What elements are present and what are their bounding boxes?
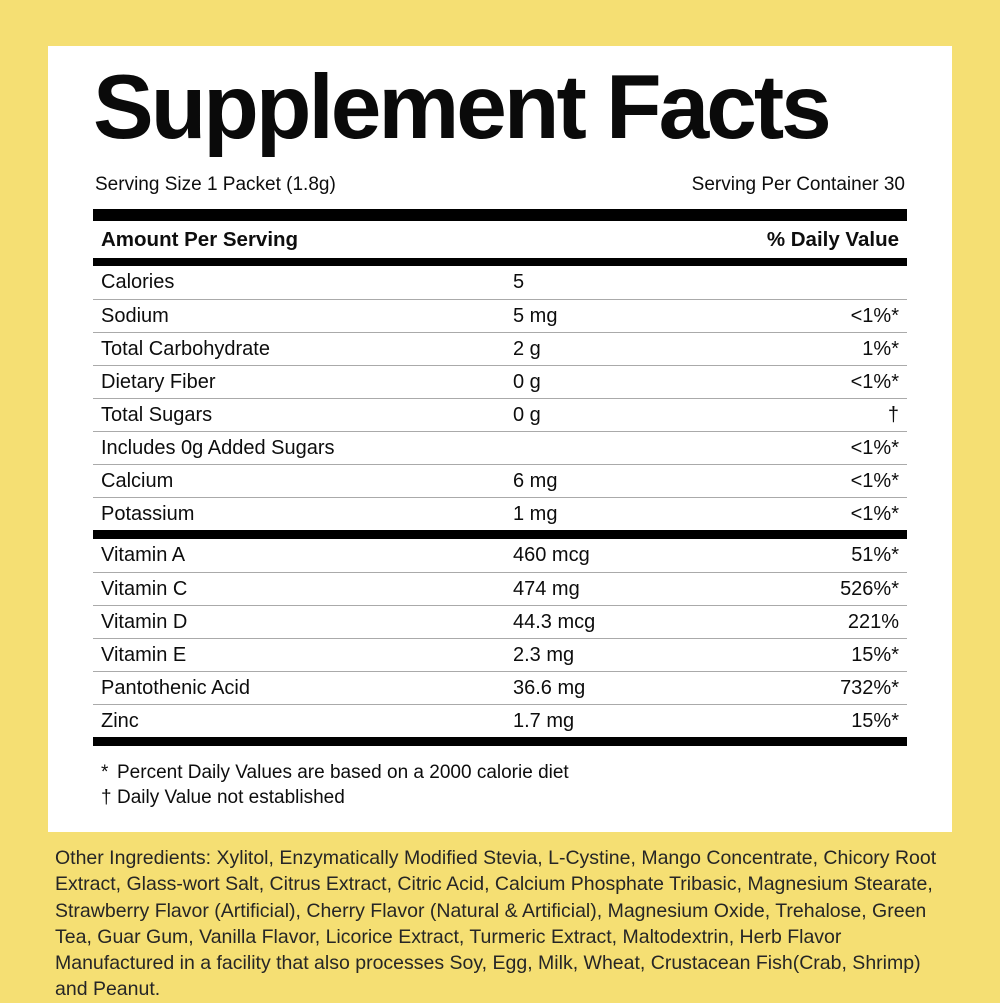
nutrient-dv: <1%* xyxy=(850,469,899,492)
nutrient-dv: 526%* xyxy=(840,577,899,600)
table-row: Pantothenic Acid 36.6 mg 732%* xyxy=(93,671,907,704)
nutrient-amount: 5 xyxy=(513,271,525,293)
table-row: Vitamin C 474 mg 526%* xyxy=(93,572,907,605)
table-row: Vitamin D 44.3 mcg 221% xyxy=(93,605,907,638)
nutrient-name: Calories xyxy=(101,271,175,293)
nutrient-dv: † xyxy=(887,403,899,426)
nutrient-dv: <1%* xyxy=(850,502,899,525)
nutrient-dv: 221% xyxy=(847,610,899,633)
nutrient-name: Vitamin E xyxy=(101,643,187,666)
nutrient-dv: 15%* xyxy=(851,709,899,732)
panel-title: Supplement Facts xyxy=(93,57,832,158)
nutrient-name: Vitamin A xyxy=(101,544,186,566)
divider-bar-mid xyxy=(93,530,907,539)
nutrient-name: Pantothenic Acid xyxy=(101,676,250,699)
nutrient-name: Dietary Fiber xyxy=(101,370,216,393)
table-row: Sodium 5 mg <1%* xyxy=(93,299,907,332)
serving-size-text: Serving Size 1 Packet (1.8g) xyxy=(95,174,336,195)
asterisk-mark: * xyxy=(101,762,109,783)
table-header-row: Amount Per Serving % Daily Value xyxy=(93,221,907,258)
nutrient-name: Potassium xyxy=(101,502,195,525)
daily-value-header: % Daily Value xyxy=(766,227,899,251)
nutrient-dv: <1%* xyxy=(850,436,899,459)
nutrient-name: Zinc xyxy=(101,709,139,732)
nutrient-table-vitamins: Vitamin A 460 mcg 51%* Vitamin C 474 mg … xyxy=(93,539,907,737)
bottom-disclosure: Other Ingredients: Xylitol, Enzymaticall… xyxy=(55,845,950,1003)
table-row: Calcium 6 mg <1%* xyxy=(93,464,907,497)
nutrient-dv: 1%* xyxy=(862,337,899,360)
serving-info-row: Serving Size 1 Packet (1.8g) Serving Per… xyxy=(93,174,907,196)
footnote-daily-value-not-established: † Daily Value not established xyxy=(101,785,899,810)
nutrient-amount: 474 mg xyxy=(513,577,580,600)
other-ingredients-text: Other Ingredients: Xylitol, Enzymaticall… xyxy=(55,847,937,948)
footnotes: * Percent Daily Values are based on a 20… xyxy=(93,746,907,810)
amount-per-serving-header: Amount Per Serving xyxy=(101,227,299,251)
table-row: Vitamin A 460 mcg 51%* xyxy=(93,539,907,572)
nutrient-name: Calcium xyxy=(101,469,174,492)
table-row: Calories 5 xyxy=(93,266,907,299)
nutrient-amount: 36.6 mg xyxy=(513,676,586,699)
nutrient-amount: 2 g xyxy=(513,337,541,360)
nutrient-name: Total Carbohydrate xyxy=(101,337,270,360)
table-row: Zinc 1.7 mg 15%* xyxy=(93,704,907,737)
dagger-mark: † xyxy=(101,787,112,808)
nutrient-name: Sodium xyxy=(101,304,169,327)
table-row: Total Carbohydrate 2 g 1%* xyxy=(93,332,907,365)
nutrient-amount: 0 g xyxy=(513,403,541,426)
nutrient-name: Total Sugars xyxy=(101,403,213,426)
nutrient-amount: 44.3 mcg xyxy=(513,610,596,633)
nutrient-amount: 1.7 mg xyxy=(513,709,575,732)
nutrient-name: Vitamin D xyxy=(101,610,188,633)
nutrient-amount: 1 mg xyxy=(513,502,558,525)
nutrient-table-main: Calories 5 Sodium 5 mg <1%* Total Carboh… xyxy=(93,266,907,530)
footnote-text: Percent Daily Values are based on a 2000… xyxy=(117,762,569,783)
supplement-facts-panel: Supplement Facts Serving Size 1 Packet (… xyxy=(48,46,952,832)
manufactured-text: Manufactured in a facility that also pro… xyxy=(55,952,921,1001)
nutrient-amount: 460 mcg xyxy=(513,544,590,566)
nutrient-dv: 51%* xyxy=(851,544,899,566)
footnote-daily-values: * Percent Daily Values are based on a 20… xyxy=(101,760,899,785)
footnote-text: Daily Value not established xyxy=(117,787,345,808)
table-row: Potassium 1 mg <1%* xyxy=(93,497,907,530)
nutrient-amount: 5 mg xyxy=(513,304,558,327)
nutrient-dv: 15%* xyxy=(851,643,899,666)
table-row: Total Sugars 0 g † xyxy=(93,398,907,431)
divider-bar-under-header xyxy=(93,258,907,266)
nutrient-amount: 2.3 mg xyxy=(513,643,575,666)
nutrient-name: Vitamin C xyxy=(101,577,188,600)
divider-bar-top xyxy=(93,209,907,221)
nutrient-amount: 0 g xyxy=(513,370,541,393)
nutrient-amount: 6 mg xyxy=(513,469,558,492)
servings-per-container-text: Serving Per Container 30 xyxy=(691,174,905,195)
table-row: Includes 0g Added Sugars <1%* xyxy=(93,431,907,464)
nutrient-dv: 732%* xyxy=(840,676,899,699)
table-row: Dietary Fiber 0 g <1%* xyxy=(93,365,907,398)
table-row: Vitamin E 2.3 mg 15%* xyxy=(93,638,907,671)
nutrient-dv: <1%* xyxy=(850,304,899,327)
nutrient-name: Includes 0g Added Sugars xyxy=(101,436,335,459)
nutrient-dv: <1%* xyxy=(850,370,899,393)
divider-bar-bottom xyxy=(93,737,907,746)
